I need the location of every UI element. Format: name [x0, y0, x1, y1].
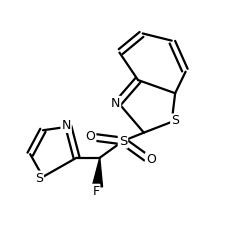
Text: O: O	[145, 153, 155, 166]
Text: N: N	[110, 97, 120, 110]
Text: S: S	[35, 172, 43, 185]
Text: S: S	[118, 135, 127, 147]
Text: S: S	[170, 114, 178, 127]
Text: N: N	[61, 119, 70, 132]
Text: F: F	[92, 185, 99, 198]
Text: O: O	[85, 130, 95, 143]
Polygon shape	[92, 158, 102, 187]
